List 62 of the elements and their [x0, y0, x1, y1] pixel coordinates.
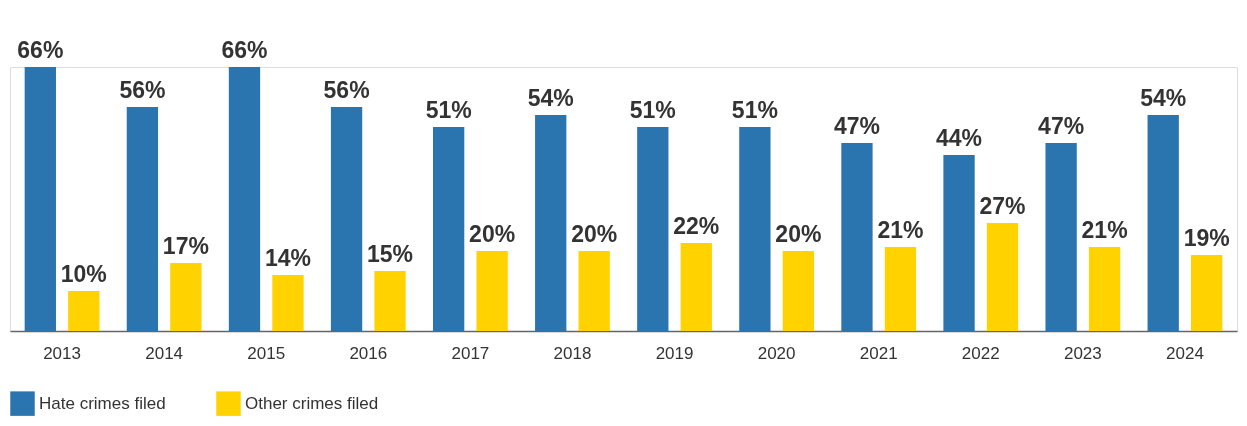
data-label: 17% [162, 233, 209, 259]
data-label: 51% [731, 97, 778, 123]
bar [884, 247, 917, 331]
data-label: 51% [425, 97, 472, 123]
data-label: 56% [119, 77, 166, 103]
bar [535, 115, 567, 331]
data-label: 66% [221, 37, 268, 63]
bar [986, 223, 1019, 331]
bar [272, 275, 304, 331]
data-label: 21% [1081, 217, 1128, 243]
data-label: 20% [571, 221, 618, 247]
x-tick-label: 2020 [757, 343, 796, 363]
x-tick-label: 2024 [1166, 343, 1204, 363]
x-tick-label: 2021 [859, 343, 898, 363]
bar [228, 67, 261, 331]
bar [637, 127, 669, 331]
bar [68, 291, 100, 331]
data-label: 47% [1038, 113, 1085, 139]
data-label: 22% [673, 213, 720, 239]
x-tick-label: 2023 [1063, 343, 1102, 363]
data-label: 10% [60, 261, 107, 287]
bar [943, 155, 975, 331]
bar [170, 263, 202, 331]
bar [330, 107, 363, 331]
legend-label: Hate crimes filed [39, 393, 166, 413]
data-label: 21% [877, 217, 924, 243]
x-tick-label: 2013 [43, 343, 81, 363]
bar [1191, 255, 1223, 331]
data-label: 27% [979, 193, 1026, 219]
bar [1045, 143, 1077, 331]
bar [374, 271, 406, 331]
x-tick-label: 2014 [145, 343, 184, 363]
data-label: 19% [1183, 225, 1230, 251]
data-label: 20% [469, 221, 516, 247]
x-tick-label: 2016 [349, 343, 388, 363]
bar [782, 251, 815, 331]
x-tick-label: 2019 [655, 343, 694, 363]
bar [578, 251, 610, 331]
data-label: 14% [264, 245, 311, 271]
data-label: 51% [629, 97, 676, 123]
data-label: 54% [1140, 85, 1187, 111]
data-label: 44% [936, 125, 983, 151]
x-tick-label: 2015 [247, 343, 286, 363]
data-label: 54% [527, 85, 574, 111]
x-tick-label: 2017 [451, 343, 490, 363]
bar [432, 127, 465, 331]
bar [739, 127, 771, 331]
bar [1147, 115, 1179, 331]
x-tick-label: 2022 [961, 343, 1000, 363]
bar [24, 67, 56, 331]
x-tick-label: 2018 [553, 343, 592, 363]
bar [126, 107, 159, 331]
legend-label: Other crimes filed [245, 393, 379, 413]
data-label: 47% [833, 113, 880, 139]
bar [1088, 247, 1121, 331]
bar [680, 243, 712, 331]
bar [476, 251, 508, 331]
bar [841, 143, 873, 331]
data-label: 66% [17, 37, 64, 63]
data-label: 15% [367, 241, 414, 267]
data-label: 56% [323, 77, 370, 103]
data-label: 20% [775, 221, 822, 247]
